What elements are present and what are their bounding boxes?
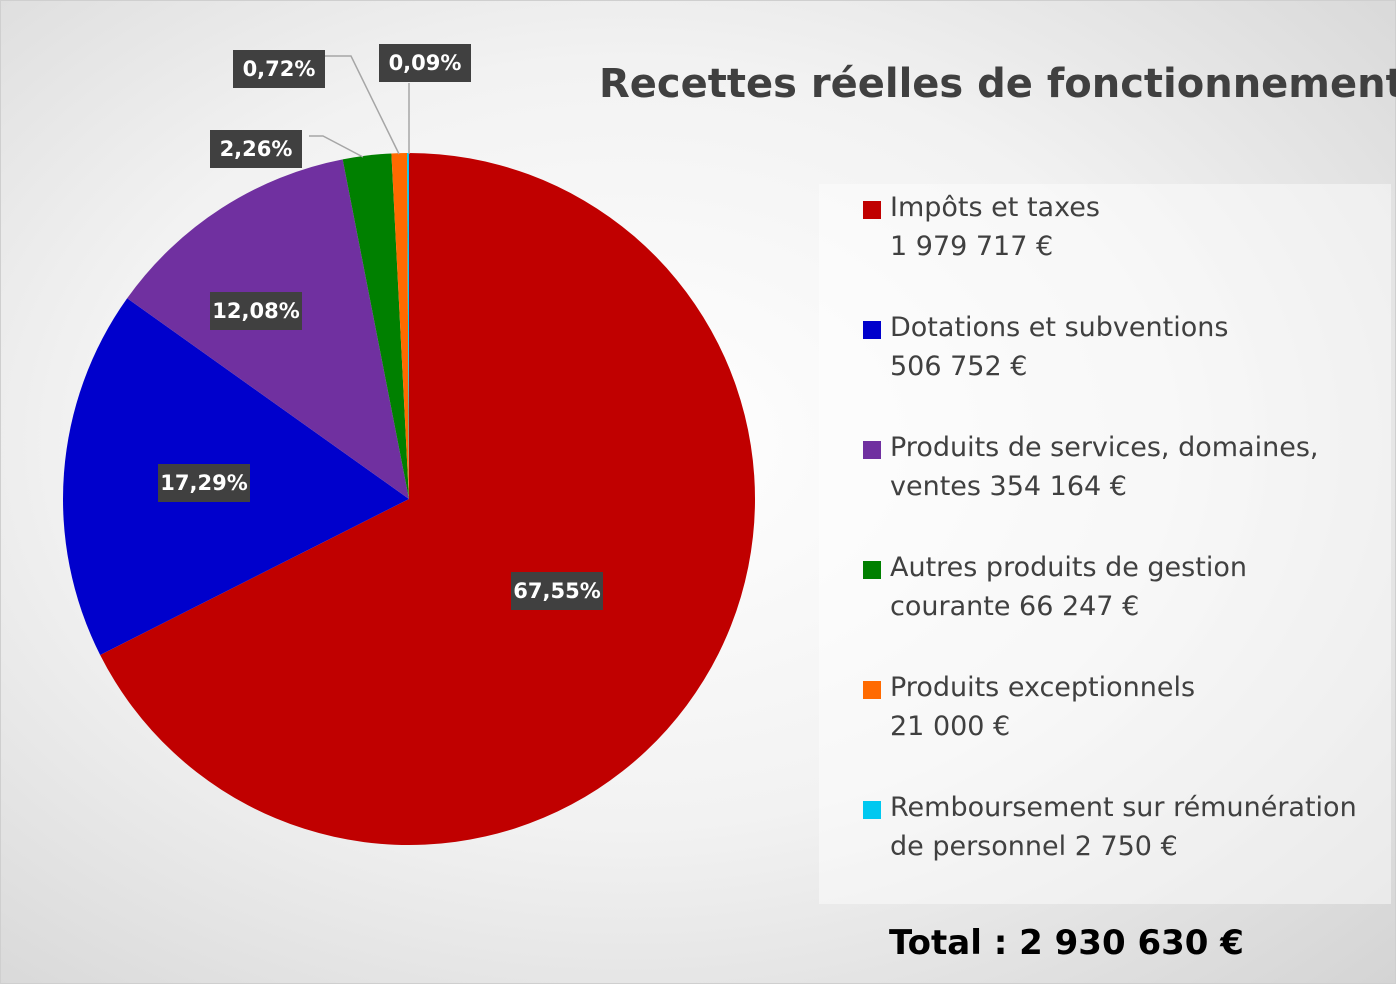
annotation: Total : 2 930 630 € — [889, 923, 1244, 963]
data-label-box — [210, 130, 302, 168]
data-label-box — [233, 50, 325, 88]
data-label: 12,08% — [212, 299, 299, 323]
legend: Impôts et taxes 1 979 717 € Dotations et … — [819, 184, 1391, 904]
leader-line — [309, 135, 364, 158]
legend-label: Produits exceptionnels 21 000 € — [890, 672, 1196, 742]
legend-item: Remboursement sur rémunération de person… — [863, 788, 1357, 866]
data-label: 0,72% — [243, 57, 316, 81]
legend-item: Produits de services, domaines, ventes 3… — [863, 428, 1318, 506]
legend-swatch — [863, 321, 881, 339]
legend-label: Produits de services, domaines, ventes 3… — [890, 432, 1319, 502]
pie-slice — [100, 153, 756, 846]
pie-slice — [391, 153, 409, 499]
pie-slice — [342, 153, 409, 499]
legend-label: Impôts et taxes 1 979 717 € — [890, 192, 1100, 262]
legend-swatch — [863, 801, 881, 819]
legend-swatch — [863, 201, 881, 219]
legend-label: Autres produits de gestion courante 66 2… — [890, 552, 1247, 622]
data-label-box — [379, 44, 471, 82]
data-label-box — [158, 464, 250, 502]
chart-title: Recettes réelles de fonctionnement — [599, 61, 1396, 107]
legend-swatch — [863, 561, 881, 579]
legend-item: Produits exceptionnels 21 000 € — [863, 668, 1195, 746]
leader-line — [321, 55, 400, 155]
data-label: 67,55% — [513, 579, 600, 603]
data-label-box — [511, 572, 603, 610]
pie-slice — [407, 153, 409, 499]
legend-label: Dotations et subventions 506 752 € — [890, 312, 1229, 382]
legend-item: Impôts et taxes 1 979 717 € — [863, 188, 1100, 266]
data-label: 0,09% — [389, 51, 462, 75]
data-label: 17,29% — [160, 471, 247, 495]
legend-swatch — [863, 441, 881, 459]
legend-label: Remboursement sur rémunération de person… — [890, 792, 1357, 862]
data-label: 2,26% — [220, 137, 293, 161]
legend-swatch — [863, 681, 881, 699]
legend-item: Autres produits de gestion courante 66 2… — [863, 548, 1247, 626]
data-label-box — [210, 292, 302, 330]
legend-item: Dotations et subventions 506 752 € — [863, 308, 1228, 386]
